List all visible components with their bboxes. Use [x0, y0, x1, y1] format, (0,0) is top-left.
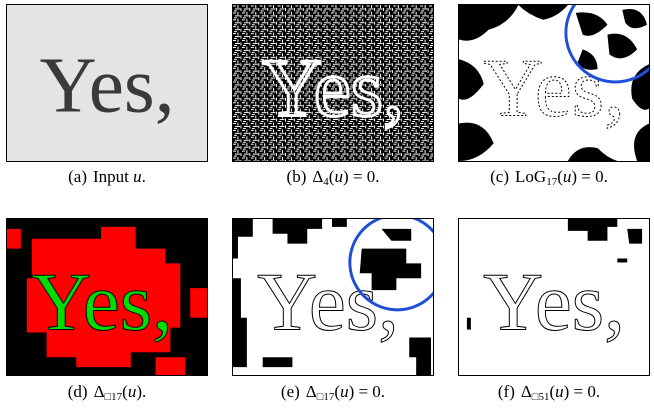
caption-c: (c) LoG17(u) = 0. [490, 167, 608, 188]
highlight-circle-c [564, 5, 649, 84]
panel-b-laplacian-zero: Yes, [232, 4, 434, 162]
panel-f-box51-zero: Yes, [458, 218, 650, 376]
panel-a-input-image: Yes, [6, 4, 208, 162]
caption-b: (b) Δ4(u) = 0. [286, 167, 380, 188]
word-outline-f: Yes, [483, 256, 625, 348]
panel-e-box17-zero: Yes, [232, 218, 434, 376]
word-outline-e: Yes, [257, 256, 399, 348]
word-outline-b: Yes, [262, 42, 404, 134]
caption-d: (d) Δ□17(u). [67, 382, 147, 403]
highlight-circle-e [348, 219, 433, 312]
caption-e: (e) Δ□17(u) = 0. [280, 382, 386, 403]
input-word: Yes, [39, 43, 174, 130]
caption-a: (a) Input u. [68, 167, 146, 186]
word-outline-c: Yes, [483, 42, 625, 134]
panel-d-box-laplacian: Yes, [6, 218, 208, 376]
caption-f: (f) Δ□51(u) = 0. [497, 382, 601, 403]
panel-c-log-zero: Yes, [458, 4, 650, 162]
word-green-d: Yes, [31, 256, 173, 348]
